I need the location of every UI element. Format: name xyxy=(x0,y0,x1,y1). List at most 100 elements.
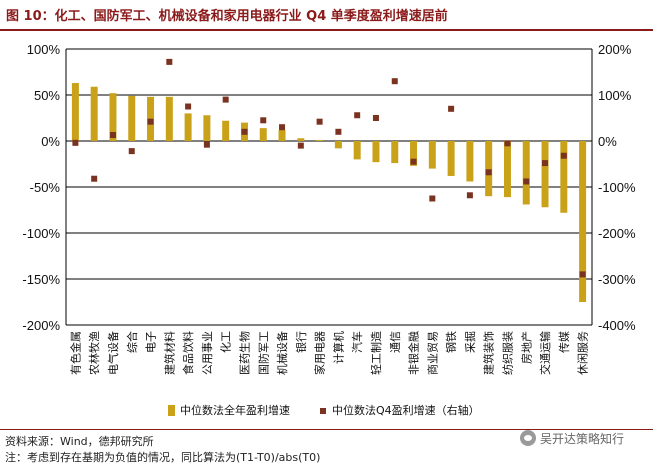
category-label: 家用电器 xyxy=(313,331,327,375)
marker-point xyxy=(203,141,210,148)
marker-point xyxy=(485,169,492,176)
category-label: 电子 xyxy=(145,331,158,353)
marker-point xyxy=(279,124,286,131)
figure-title: 图 10：化工、国防军工、机械设备和家用电器行业 Q4 单季度盈利增速居前 xyxy=(6,9,448,24)
grid-lines xyxy=(66,48,592,326)
marker-point xyxy=(297,142,304,149)
chart: 100% 50% 0% -50% -100% -150% -200% 200% 100% 0% -… xyxy=(22,42,636,417)
bar xyxy=(391,141,399,164)
marker-point xyxy=(354,112,361,119)
bar xyxy=(71,83,79,141)
axes xyxy=(65,49,593,325)
bar xyxy=(334,141,342,149)
right-axis-ticks: 200% 100% 0% -100% -200% -300% -400% xyxy=(598,42,636,333)
bar xyxy=(522,141,530,205)
category-label: 电气设备 xyxy=(106,331,120,375)
category-label: 轻工制造 xyxy=(369,331,383,375)
category-label: 商业贸易 xyxy=(425,331,439,375)
bar xyxy=(278,129,286,141)
bar xyxy=(128,95,136,141)
marker-point xyxy=(260,117,267,124)
marker-series xyxy=(72,58,586,278)
marker-point xyxy=(335,128,342,135)
bar xyxy=(541,141,549,208)
marker-point xyxy=(372,115,379,121)
bar-series xyxy=(71,83,587,302)
bar xyxy=(353,141,361,160)
left-tick-label: -150% xyxy=(22,272,60,287)
left-tick-label: 100% xyxy=(27,42,61,57)
marker-point xyxy=(523,178,530,185)
marker-point xyxy=(579,271,586,278)
marker-point xyxy=(222,96,229,103)
bar xyxy=(203,115,211,141)
legend-bar-label: 中位数法全年盈利增速 xyxy=(180,403,290,417)
legend-marker-swatch xyxy=(320,408,326,414)
category-label: 银行 xyxy=(294,331,308,353)
bar xyxy=(184,113,192,141)
note-text: 注：考虑到存在基期为负值的情况，同比算法为(T1-T0)/abs(T0) xyxy=(5,451,321,464)
marker-point xyxy=(542,160,549,167)
category-label: 传媒 xyxy=(558,331,571,353)
watermark: 吴开达策略知行 xyxy=(520,428,624,448)
right-tick-label: -200% xyxy=(598,226,636,241)
bar xyxy=(372,141,380,163)
right-tick-label: -100% xyxy=(598,180,636,195)
legend-bar-swatch xyxy=(168,405,175,416)
marker-point xyxy=(185,103,192,110)
legend: 中位数法全年盈利增速 中位数法Q4盈利增速（右轴） xyxy=(168,403,480,417)
category-label: 机械设备 xyxy=(275,331,289,375)
left-axis-ticks: 100% 50% 0% -50% -100% -150% -200% xyxy=(22,42,60,333)
category-label: 钢铁 xyxy=(445,331,458,353)
marker-point xyxy=(560,152,567,159)
marker-point xyxy=(410,158,417,165)
marker-point xyxy=(91,175,98,182)
bar xyxy=(222,120,230,141)
category-label: 交通运输 xyxy=(538,331,552,375)
category-label: 休闲服务 xyxy=(576,331,590,375)
bar xyxy=(485,141,493,197)
category-label: 有色金属 xyxy=(68,331,82,375)
bar xyxy=(165,96,173,141)
category-label: 医药生物 xyxy=(237,331,251,375)
category-label: 建筑材料 xyxy=(162,331,176,375)
category-label: 汽车 xyxy=(350,331,364,353)
category-label: 通信 xyxy=(389,331,402,353)
category-label: 计算机 xyxy=(331,331,345,364)
category-label: 公用事业 xyxy=(201,331,214,375)
right-tick-label: 200% xyxy=(598,42,632,57)
marker-point xyxy=(448,105,455,112)
left-tick-label: -200% xyxy=(22,318,60,333)
footer-rule xyxy=(0,429,653,430)
marker-point xyxy=(166,58,173,65)
bar xyxy=(503,141,511,198)
bar xyxy=(579,141,587,302)
marker-point xyxy=(466,192,473,199)
bar xyxy=(560,141,568,213)
category-label: 纺织服装 xyxy=(500,331,514,375)
marker-point xyxy=(147,118,154,125)
bar xyxy=(466,141,474,182)
wechat-icon xyxy=(520,430,536,446)
bar xyxy=(447,141,455,176)
marker-point xyxy=(316,118,323,125)
bar xyxy=(259,128,267,141)
legend-marker-label: 中位数法Q4盈利增速（右轴） xyxy=(332,403,480,417)
category-label: 食品饮料 xyxy=(181,331,195,375)
watermark-text: 吴开达策略知行 xyxy=(540,431,625,446)
left-tick-label: -100% xyxy=(22,226,60,241)
left-tick-label: 50% xyxy=(34,88,60,103)
marker-point xyxy=(429,195,436,202)
category-label: 房地产 xyxy=(519,331,533,364)
marker-point xyxy=(504,140,511,147)
right-tick-label: -400% xyxy=(598,318,636,333)
marker-point xyxy=(109,132,116,139)
category-label: 化工 xyxy=(219,331,233,353)
left-tick-label: -50% xyxy=(30,180,61,195)
bar xyxy=(428,141,436,169)
marker-point xyxy=(391,78,398,85)
bar xyxy=(316,140,324,141)
bar xyxy=(410,141,418,166)
category-label: 国防军工 xyxy=(256,331,270,375)
right-tick-label: 0% xyxy=(598,134,617,149)
